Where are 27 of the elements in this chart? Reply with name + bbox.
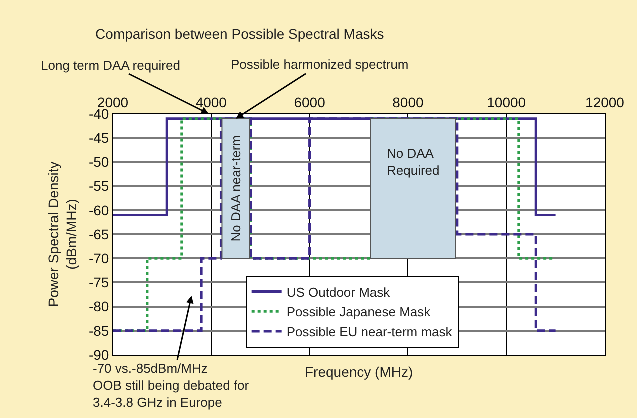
band-label: No DAA Required [387, 146, 440, 178]
x-tick-label: 8000 [392, 94, 424, 110]
y-tick-label: -75 [88, 274, 110, 291]
y-axis-title: Power Spectral Density (dBm/MHz) [45, 162, 80, 308]
y-tick-label: -80 [88, 298, 110, 315]
y-tick-label: -45 [88, 130, 110, 146]
text: -70 vs.-85dBm/MHz OOB still being debated for 3.4-3.8 GHz in Europe [93, 361, 250, 410]
x-tick-label: 10000 [487, 94, 526, 110]
band-label: No DAA near-term [228, 136, 244, 242]
legend-label: Possible EU near-term mask [286, 324, 453, 340]
x-tick-label: 12000 [586, 94, 625, 110]
chart-title: Comparison between Possible Spectral Masks [96, 26, 384, 42]
legend-label: US Outdoor Mask [286, 284, 391, 300]
legend-label: Possible Japanese Mask [286, 304, 432, 320]
y-tick-label: -90 [88, 346, 110, 363]
x-axis-title: Frequency (MHz) [305, 364, 414, 380]
y-tick-label: -55 [88, 178, 110, 194]
y-tick-label: -65 [88, 226, 110, 242]
x-tick-label: 6000 [294, 94, 326, 110]
y-tick-label: -50 [88, 154, 110, 170]
annotation: Possible harmonized spectrum [231, 57, 409, 72]
y-tick-label: -70 [88, 250, 110, 266]
text: Long term DAA required [41, 58, 180, 73]
y-tick-label: -60 [88, 202, 110, 218]
x-tick-label: 4000 [196, 94, 228, 110]
x-tick-label: 2000 [97, 94, 129, 110]
y-tick-label: -85 [88, 322, 110, 339]
